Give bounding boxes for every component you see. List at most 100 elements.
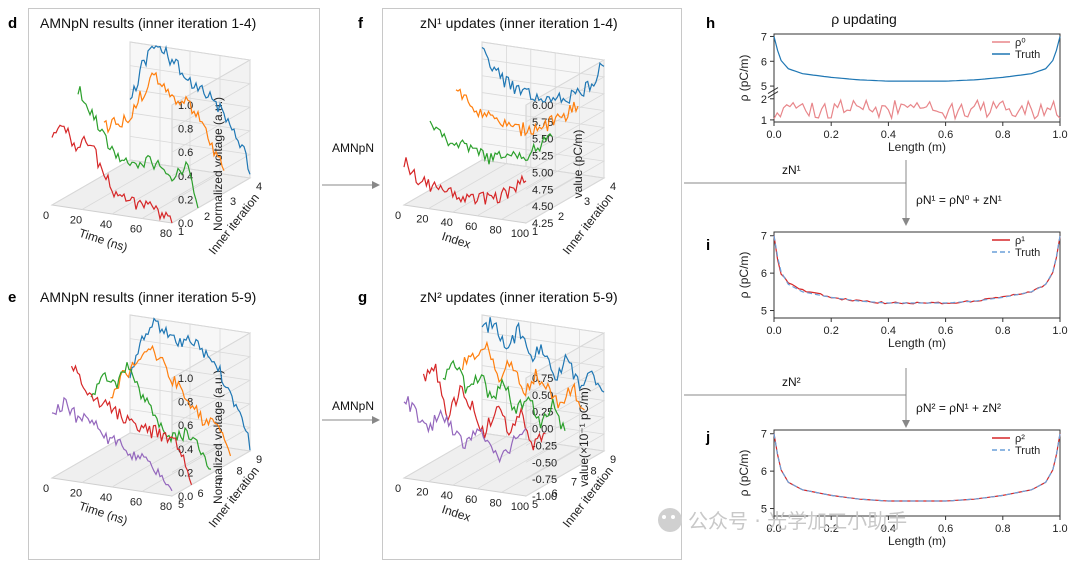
panel-label-g: g — [358, 289, 367, 306]
x-tick-label: 1.0 — [1052, 523, 1067, 535]
y-axis-label: ρ (pC/m) — [737, 450, 751, 497]
grid-line — [111, 324, 191, 488]
x-tick-label: 100 — [511, 501, 529, 513]
x-tick-label: 1.0 — [1052, 325, 1067, 337]
panel-label-j: j — [705, 429, 710, 446]
chart-h: 0.0 0.2 0.4 0.6 0.8 1.0 Length (m) ρ (pC/m) 5 6 7 1… — [737, 31, 1068, 154]
z-tick-label: 0.6 — [178, 420, 193, 432]
panel-label-h: h — [706, 15, 715, 32]
grid-line — [501, 329, 580, 493]
z-tick-label: 0.2 — [178, 194, 193, 206]
y-tick-label: 5 — [761, 504, 767, 516]
panel-label-f: f — [358, 15, 364, 32]
z-tick-label: 1.0 — [178, 373, 193, 385]
x-axis-label: Length (m) — [888, 140, 946, 154]
title-f: zN¹ updates (inner iteration 1-4) — [420, 15, 618, 31]
plot-frame — [773, 429, 1061, 517]
y-tick-label: 2 — [761, 94, 767, 106]
arrow-label-amnpn-1: AMNpN — [332, 141, 374, 155]
grid-line — [81, 319, 161, 483]
series-line-estimate — [773, 433, 1061, 502]
grid-line — [171, 333, 251, 497]
x-tick-label: 40 — [100, 219, 112, 231]
x-tick-label: 80 — [160, 501, 172, 513]
y-tick-label: 8 — [237, 465, 243, 477]
panel-frame-fg — [382, 8, 682, 560]
y-tick-label: 5 — [761, 81, 767, 93]
y-tick-label: 4 — [256, 181, 262, 193]
series-line-iter-2 — [77, 86, 199, 209]
grid-line — [525, 333, 605, 497]
legend-label: Truth — [1015, 445, 1040, 457]
z-tick-label: 6.00 — [532, 100, 553, 112]
x-tick-label: 0.2 — [824, 523, 839, 535]
arrow-label-zn1: zN¹ — [782, 163, 801, 177]
y-tick-label: 6 — [761, 268, 767, 280]
series-line-iter-4 — [129, 45, 251, 175]
arrow-zn1 — [684, 160, 910, 226]
panel-label-e: e — [8, 289, 16, 306]
y-tick-label: 5 — [761, 306, 767, 318]
arrow-amnpn-2 — [322, 416, 380, 424]
x-tick-label: 80 — [489, 224, 501, 236]
series-line-iter-4 — [481, 46, 605, 105]
x-tick-label: 60 — [465, 494, 477, 506]
series-line-iter-1 — [51, 124, 173, 224]
legend-label: Truth — [1015, 49, 1040, 61]
x-tick-label: 0.8 — [995, 523, 1010, 535]
y-tick-label: 7 — [761, 231, 767, 243]
z-axis-label: value(×10⁻¹ pC/m) — [577, 387, 591, 486]
y-tick-label: 7 — [217, 477, 223, 489]
x-tick-label: 40 — [441, 490, 453, 502]
z-tick-label: 4.75 — [532, 184, 553, 196]
grid-line — [477, 325, 556, 490]
x-tick-label: 0.4 — [881, 325, 896, 337]
z-tick-label: 0.0 — [178, 491, 193, 503]
plot-frame — [773, 33, 1061, 123]
arrow-label-amnpn-2: AMNpN — [332, 399, 374, 413]
plot-frame — [773, 231, 1061, 319]
x-tick-label: 0 — [395, 210, 401, 222]
z-tick-label: 0.6 — [178, 147, 193, 159]
y-tick-label: 7 — [571, 477, 577, 489]
chart-i: 0.0 0.2 0.4 0.6 0.8 1.0 Length (m) ρ (pC/m) 5 6 7 ρ… — [737, 231, 1068, 350]
grid-line — [525, 60, 605, 224]
y-tick-label: 7 — [761, 429, 767, 441]
grid-line — [111, 51, 191, 215]
axis-break-mark — [767, 87, 779, 94]
x-tick-label: 20 — [70, 215, 82, 227]
title-d: AMNpN results (inner iteration 1-4) — [40, 15, 256, 31]
panel-label-d: d — [8, 15, 17, 32]
grid-line — [141, 55, 221, 219]
x-tick-label: 0.2 — [824, 325, 839, 337]
x-tick-label: 40 — [441, 217, 453, 229]
y-tick-label: 1 — [761, 115, 767, 127]
x-tick-label: 0.8 — [995, 129, 1010, 141]
series-line-iter-7 — [442, 359, 566, 431]
z-tick-label: 1.0 — [178, 100, 193, 112]
series-line-iter-3 — [103, 71, 225, 171]
chart-f: 4.254.504.755.005.255.505.756.000 20 40 60 8… — [395, 41, 616, 257]
watermark-text: 公众号 · 光学加工小助手 — [688, 509, 907, 533]
y-tick-label: 3 — [584, 196, 590, 208]
y-tick-label: 9 — [610, 454, 616, 466]
z-tick-label: 5.00 — [532, 167, 553, 179]
series-line-iter-7 — [90, 362, 212, 470]
y-tick-label: 6 — [761, 466, 767, 478]
y-tick-label: 6 — [761, 56, 767, 68]
grid-line — [477, 52, 556, 217]
series-line-iter-1 — [403, 157, 527, 205]
x-tick-label: 0 — [43, 210, 49, 222]
z-axis-label: Normalized voltage (a.u.) — [211, 370, 225, 504]
x-axis-label: Length (m) — [888, 534, 946, 548]
legend-label: Truth — [1015, 247, 1040, 259]
series-line-iter-8 — [461, 340, 585, 411]
x-tick-label: 100 — [511, 228, 529, 240]
z-tick-label: 0.00 — [532, 424, 553, 436]
chart-j: 0.0 0.2 0.4 0.6 0.8 1.0 Length (m) ρ (pC/m) 5 6 7 ρ… — [737, 429, 1068, 548]
x-tick-label: 0.0 — [766, 129, 781, 141]
x-tick-label: 0 — [43, 483, 49, 495]
series-line-iter-5 — [51, 396, 173, 492]
